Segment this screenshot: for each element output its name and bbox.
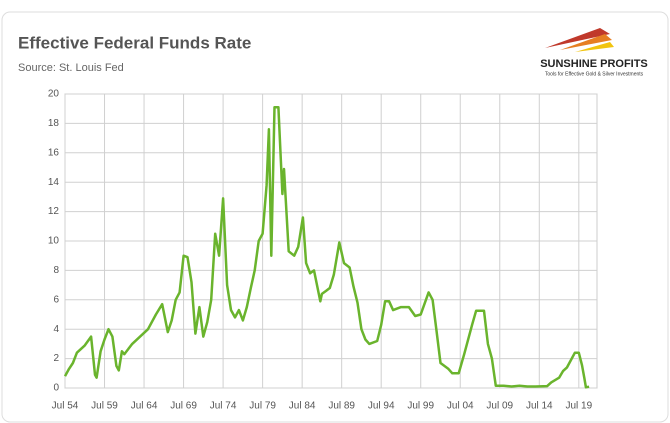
logo-ray [560, 34, 612, 50]
x-tick-label: Jul 64 [131, 401, 158, 412]
x-tick-label: Jul 69 [170, 401, 197, 412]
y-tick-label: 0 [53, 383, 59, 394]
logo-ray [575, 42, 614, 52]
y-tick-label: 10 [48, 236, 60, 247]
y-tick-label: 8 [53, 265, 59, 276]
x-tick-label: Jul 74 [210, 401, 237, 412]
y-tick-label: 14 [48, 177, 60, 188]
y-tick-label: 16 [48, 147, 60, 158]
x-tick-label: Jul 04 [447, 401, 474, 412]
x-tick-label: Jul 54 [52, 401, 79, 412]
logo-tagline: Tools for Effective Gold & Silver Invest… [545, 71, 644, 77]
y-tick-label: 6 [53, 294, 59, 305]
x-tick-label: Jul 59 [91, 401, 118, 412]
data-line [63, 105, 590, 389]
y-tick-label: 2 [53, 353, 59, 364]
y-tick-label: 18 [48, 118, 60, 129]
x-tick-label: Jul 09 [486, 401, 513, 412]
chart-title: Effective Federal Funds Rate [18, 33, 251, 52]
x-tick-label: Jul 79 [249, 401, 276, 412]
y-tick-label: 12 [48, 206, 60, 217]
logo-name: SUNSHINE PROFITS [540, 58, 648, 70]
x-tick-label: Jul 89 [328, 401, 355, 412]
y-tick-label: 4 [53, 324, 59, 335]
logo: SUNSHINE PROFITS Tools for Effective Gol… [540, 28, 648, 77]
chart-subtitle: Source: St. Louis Fed [18, 62, 124, 74]
logo-ray [545, 28, 610, 48]
y-tick-label: 20 [48, 89, 60, 100]
x-tick-label: Jul 84 [289, 401, 316, 412]
x-tick-label: Jul 14 [526, 401, 553, 412]
x-tick-label: Jul 94 [368, 401, 395, 412]
x-tick-label: Jul 19 [565, 401, 592, 412]
x-tick-label: Jul 99 [407, 401, 434, 412]
